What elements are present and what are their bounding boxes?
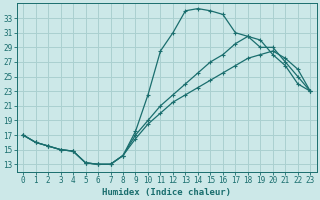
X-axis label: Humidex (Indice chaleur): Humidex (Indice chaleur): [102, 188, 231, 197]
